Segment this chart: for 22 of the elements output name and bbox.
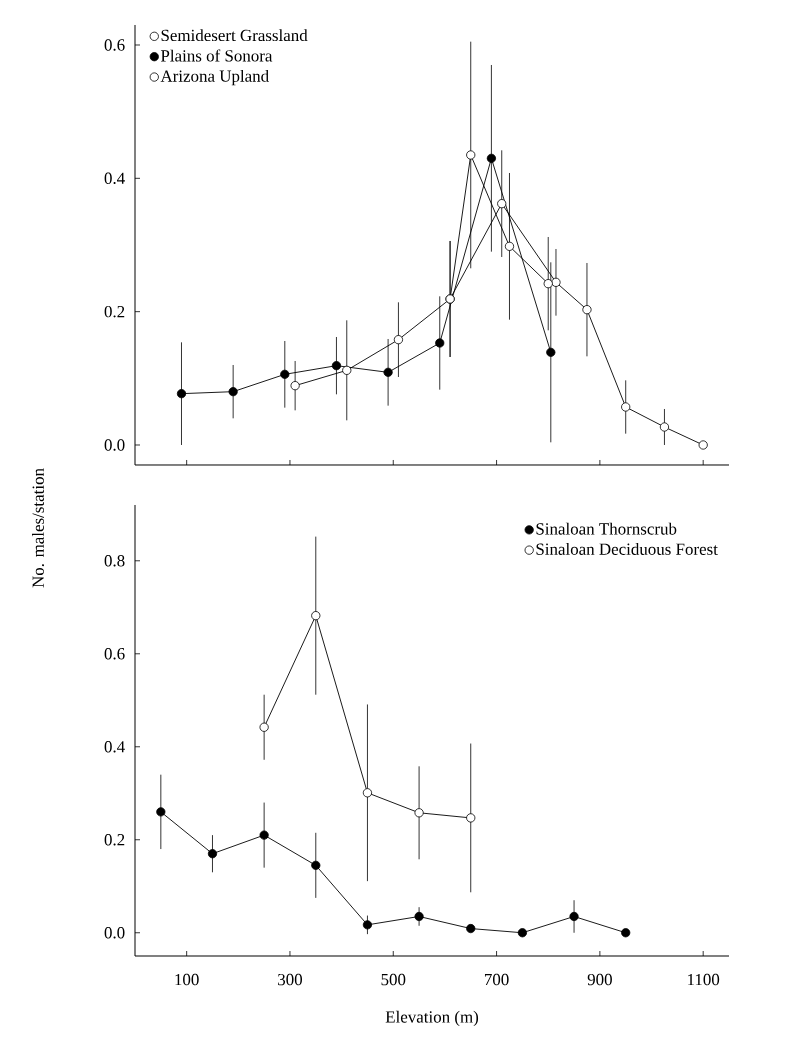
y-tick-label: 0.0 bbox=[104, 927, 125, 939]
x-axis-title: Elevation (m) bbox=[385, 1010, 479, 1027]
legend-label: Sinaloan Thornscrub bbox=[536, 522, 677, 535]
y-tick-label: 0.8 bbox=[104, 555, 125, 567]
x-tick-label: 700 bbox=[484, 973, 509, 986]
x-tick-label: 500 bbox=[381, 973, 406, 986]
x-tick-label: 900 bbox=[587, 973, 612, 986]
y-tick-label: 0.4 bbox=[104, 741, 125, 753]
y-tick-label: 0.2 bbox=[104, 834, 125, 846]
legend-label: Semidesert Grassland bbox=[161, 29, 308, 42]
y-tick-label: 0.4 bbox=[104, 172, 125, 185]
x-tick-label: 100 bbox=[175, 973, 199, 986]
y-axis-title: No. males/station bbox=[32, 468, 44, 588]
y-tick-label: 0.2 bbox=[104, 305, 125, 318]
y-tick-label: 0.6 bbox=[104, 648, 125, 660]
x-tick-label: 300 bbox=[278, 973, 303, 986]
legend-label: Arizona Upland bbox=[160, 69, 269, 86]
y-tick-label: 0.6 bbox=[104, 39, 125, 51]
x-tick-label: 1100 bbox=[688, 973, 720, 986]
legend-label: Plains of Sonora bbox=[160, 49, 273, 62]
legend-label: Sinaloan Deciduous Forest bbox=[536, 542, 718, 555]
y-tick-label: 0.0 bbox=[104, 439, 125, 451]
